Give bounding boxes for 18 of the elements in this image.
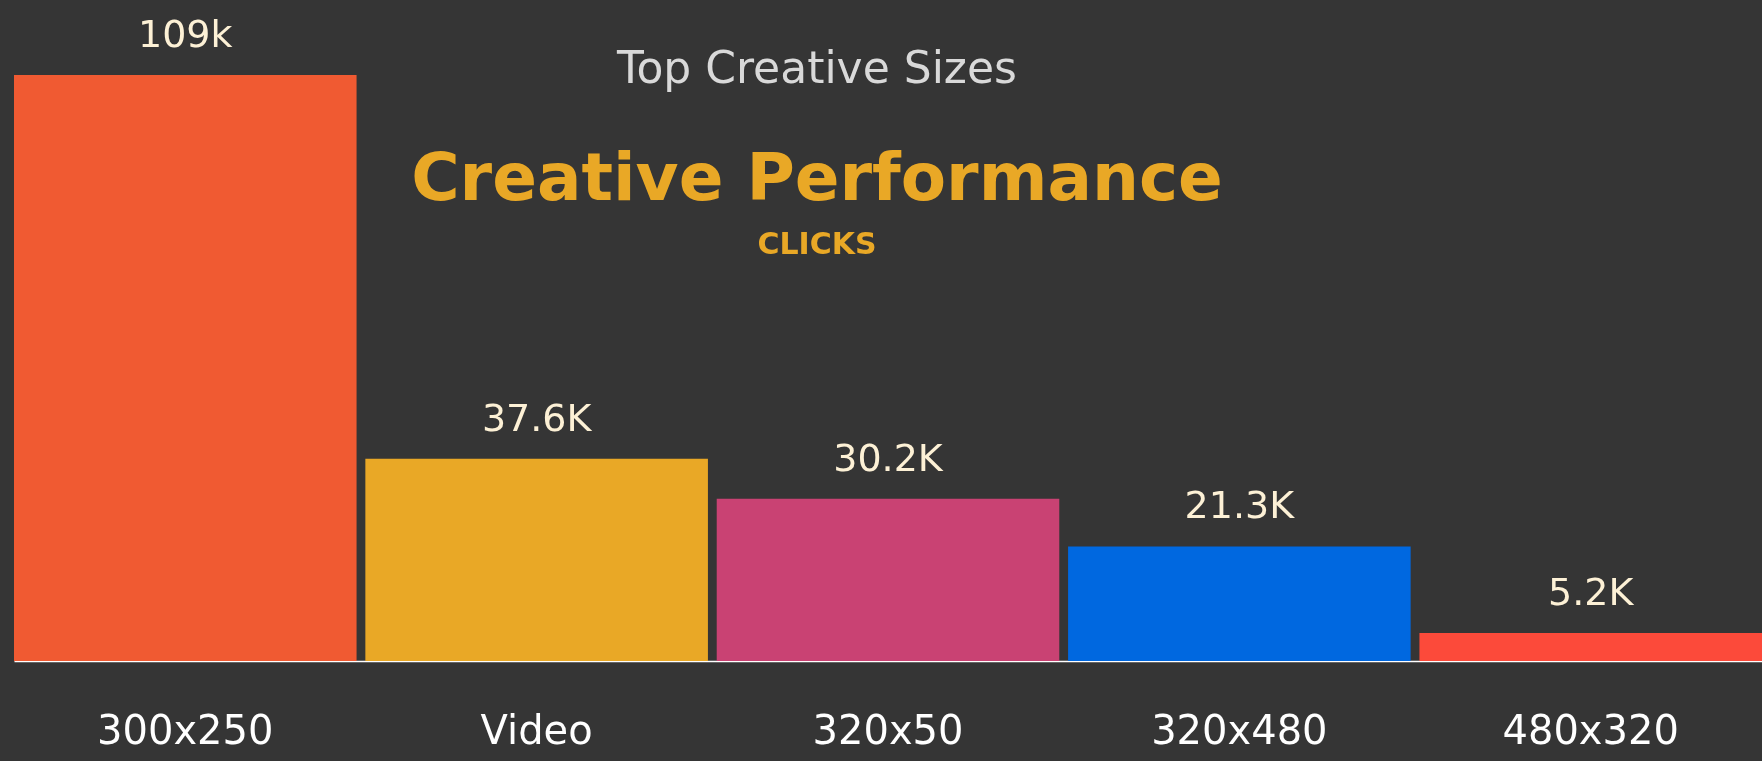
annotation: Top Creative Sizes (616, 42, 1017, 93)
bar (1068, 546, 1411, 661)
data-label: 30.2K (833, 435, 944, 480)
text: Creative Performance (411, 139, 1223, 216)
bar (365, 458, 708, 661)
text: CLICKS (757, 226, 877, 261)
x-tick-label: 320x480 (1151, 706, 1328, 753)
bar (1419, 633, 1762, 661)
data-label: 5.2K (1548, 570, 1635, 615)
data-label: 109k (138, 12, 233, 56)
bar (14, 75, 357, 661)
data-label: 21.3K (1184, 483, 1296, 528)
x-tick-label: 320x50 (812, 706, 964, 753)
data-label: 37.6K (481, 395, 593, 440)
bar (716, 498, 1060, 661)
x-tick-label: Video (480, 706, 593, 753)
x-tick-label: 480x320 (1502, 706, 1679, 753)
x-tick-label: 300x250 (97, 706, 274, 753)
